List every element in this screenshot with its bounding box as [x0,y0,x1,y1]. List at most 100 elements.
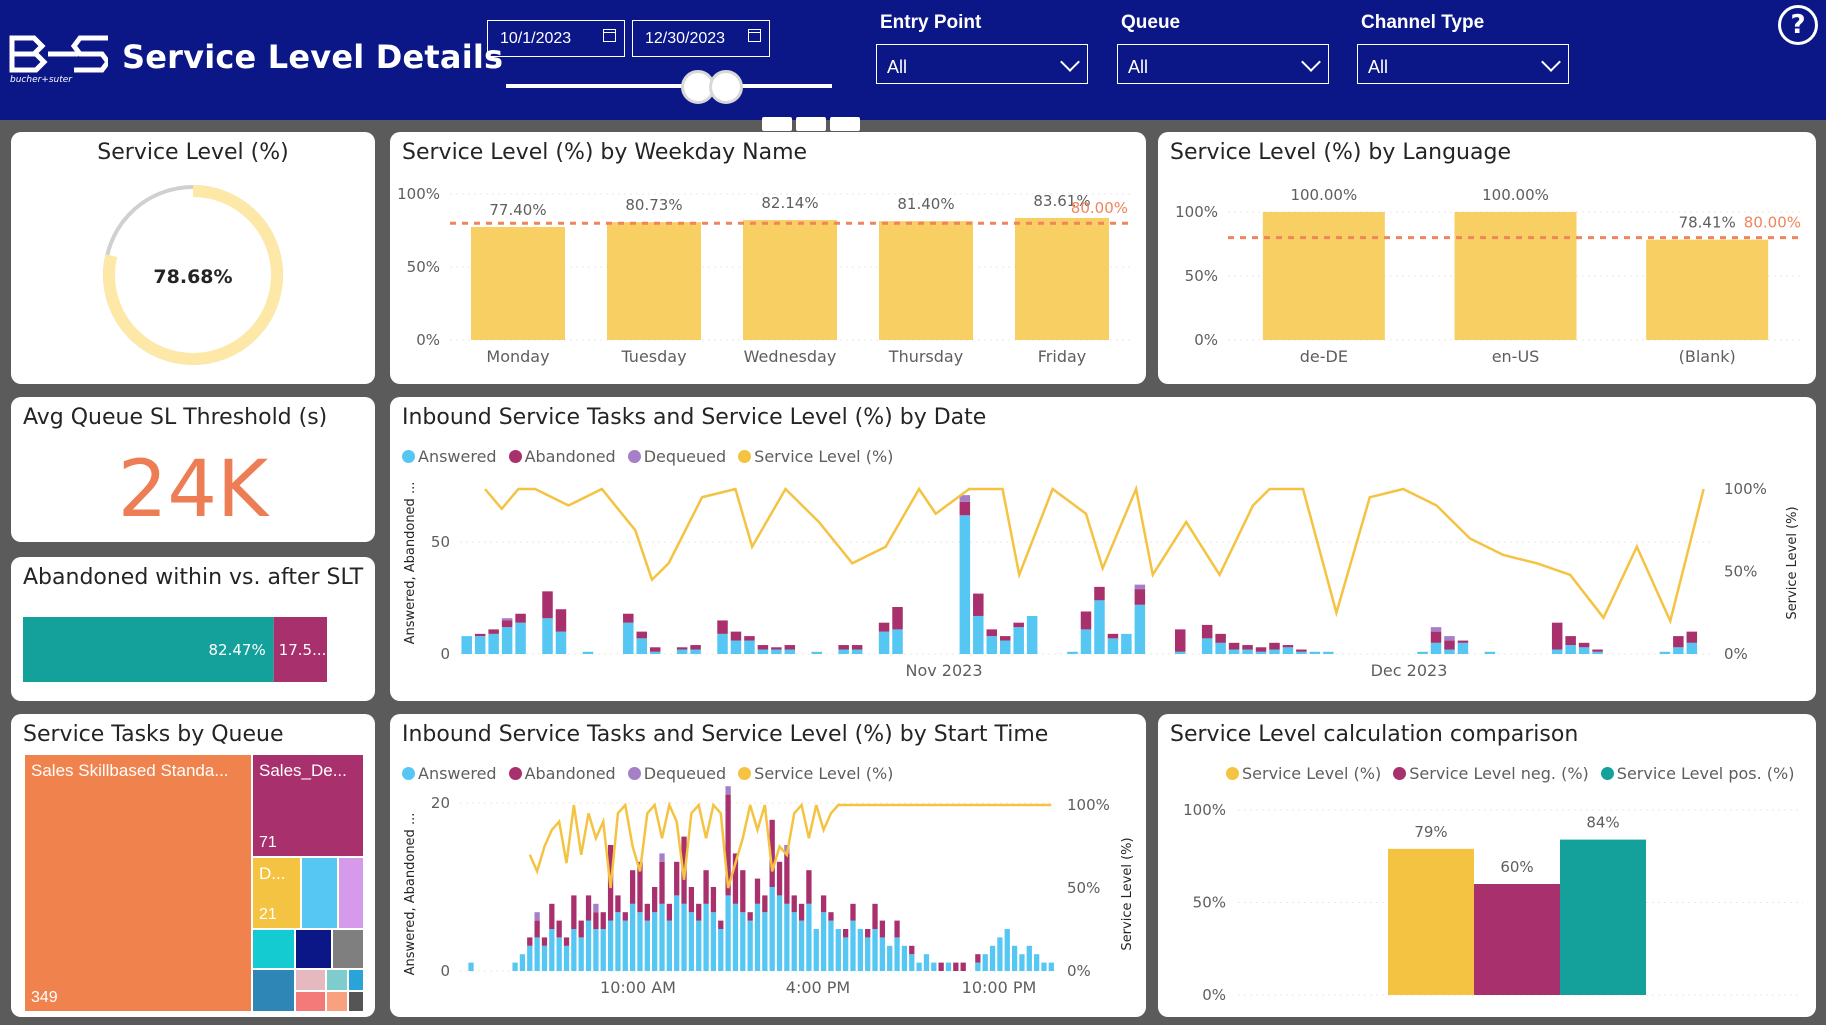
abandoned-bar[interactable] [1282,645,1294,648]
answered-bar[interactable] [607,920,614,971]
answered-bar[interactable] [909,954,915,971]
abandoned-within-bar[interactable] [23,617,274,682]
dequeued-bar[interactable] [959,495,971,502]
answered-bar[interactable] [1578,647,1590,654]
answered-bar[interactable] [710,912,717,971]
answered-bar[interactable] [747,920,753,971]
bar[interactable] [1646,239,1769,340]
answered-bar[interactable] [725,895,731,971]
abandoned-bar[interactable] [938,962,944,971]
answered-bar[interactable] [1269,649,1280,654]
abandoned-after-bar[interactable] [273,617,327,682]
answered-bar[interactable] [1551,649,1563,654]
abandoned-bar[interactable] [1013,622,1024,628]
abandoned-bar[interactable] [754,878,761,904]
answered-bar[interactable] [997,937,1003,971]
answered-bar[interactable] [1282,647,1294,654]
treemap-tile[interactable] [302,858,337,928]
abandoned-bar[interactable] [644,903,650,921]
abandoned-bar[interactable] [585,895,592,921]
service-tasks-by-queue-card[interactable]: Service Tasks by Queue Sales Skillbased … [11,714,375,1017]
abandoned-bar[interactable] [730,631,742,641]
answered-bar[interactable] [857,929,863,971]
answered-bar[interactable] [776,895,783,971]
answered-bar[interactable] [1048,962,1054,971]
answered-bar[interactable] [585,920,592,971]
answered-bar[interactable] [666,920,672,971]
answered-bar[interactable] [501,627,513,654]
abandoned-bar[interactable] [1457,640,1469,643]
answered-bar[interactable] [850,920,856,971]
answered-bar[interactable] [811,651,823,654]
abandoned-bar[interactable] [1430,631,1442,643]
answered-bar[interactable] [1565,645,1576,654]
treemap-tile[interactable] [296,970,325,990]
answered-bar[interactable] [843,937,849,971]
answered-bar[interactable] [1011,945,1018,971]
abandoned-bar[interactable] [615,895,621,913]
abandoned-bar[interactable] [960,962,966,971]
abandoned-bar[interactable] [710,887,717,913]
entry-point-dropdown[interactable]: All [876,44,1088,84]
abandoned-bar[interactable] [1255,647,1267,652]
answered-bar[interactable] [674,895,680,971]
answered-bar[interactable] [757,649,769,654]
abandoned-bar[interactable] [1242,645,1253,650]
bar[interactable] [1015,217,1109,340]
answered-bar[interactable] [629,903,636,971]
answered-bar[interactable] [512,962,518,971]
answered-bar[interactable] [717,633,728,654]
legend-abandoned[interactable]: Abandoned [508,764,616,783]
abandoned-bar[interactable] [674,861,680,896]
bar[interactable] [1262,212,1385,340]
answered-bar[interactable] [571,929,577,971]
answered-bar[interactable] [1323,651,1334,654]
dequeued-bar[interactable] [534,912,540,921]
answered-bar[interactable] [901,945,908,971]
answered-bar[interactable] [740,912,746,971]
answered-bar[interactable] [1242,649,1253,654]
answered-bar[interactable] [688,912,695,971]
abandoned-bar[interactable] [843,929,849,938]
abandoned-bar[interactable] [718,920,724,929]
abandoned-bar[interactable] [649,647,661,652]
treemap-tile[interactable] [253,970,294,1011]
answered-bar[interactable] [986,636,998,654]
channel-type-dropdown[interactable]: All [1357,44,1569,84]
abandoned-bar[interactable] [806,870,812,904]
answered-bar[interactable] [1201,638,1213,654]
queue-dropdown[interactable]: All [1117,44,1329,84]
abandoned-bar[interactable] [629,870,636,904]
answered-bar[interactable] [593,929,599,971]
abandoned-bar[interactable] [1228,642,1240,650]
answered-bar[interactable] [1080,629,1092,654]
dequeued-bar[interactable] [1430,627,1442,632]
answered-bar[interactable] [600,929,606,971]
answered-bar[interactable] [838,649,849,654]
calendar-icon[interactable] [748,29,761,42]
abandoned-bar[interactable] [1107,633,1119,639]
abandoned-bar[interactable] [659,861,665,904]
abandoned-bar[interactable] [791,895,797,913]
legend-service-level-neg[interactable]: Service Level neg. (%) [1393,764,1589,783]
abandoned-bar[interactable] [501,620,513,628]
abandoned-bar[interactable] [1444,640,1455,650]
abandoned-bar[interactable] [1673,636,1684,648]
legend-dequeued[interactable]: Dequeued [627,764,726,783]
abandoned-bar[interactable] [703,870,709,904]
answered-bar[interactable] [982,954,988,971]
abandoned-bar[interactable] [1080,611,1092,630]
answered-bar[interactable] [1686,642,1698,654]
visual-menu-tab[interactable] [830,117,860,131]
abandoned-bar[interactable] [872,903,878,929]
abandoned-bar[interactable] [690,645,701,650]
legend-service-level[interactable]: Service Level (%) [1226,764,1381,783]
answered-bar[interactable] [637,912,643,971]
answered-bar[interactable] [879,937,886,971]
answered-bar[interactable] [527,945,533,971]
bar[interactable] [879,221,973,340]
answered-bar[interactable] [534,937,540,971]
answered-bar[interactable] [1174,651,1186,654]
abandoned-bar[interactable] [820,895,827,913]
treemap-tile[interactable] [349,992,363,1011]
